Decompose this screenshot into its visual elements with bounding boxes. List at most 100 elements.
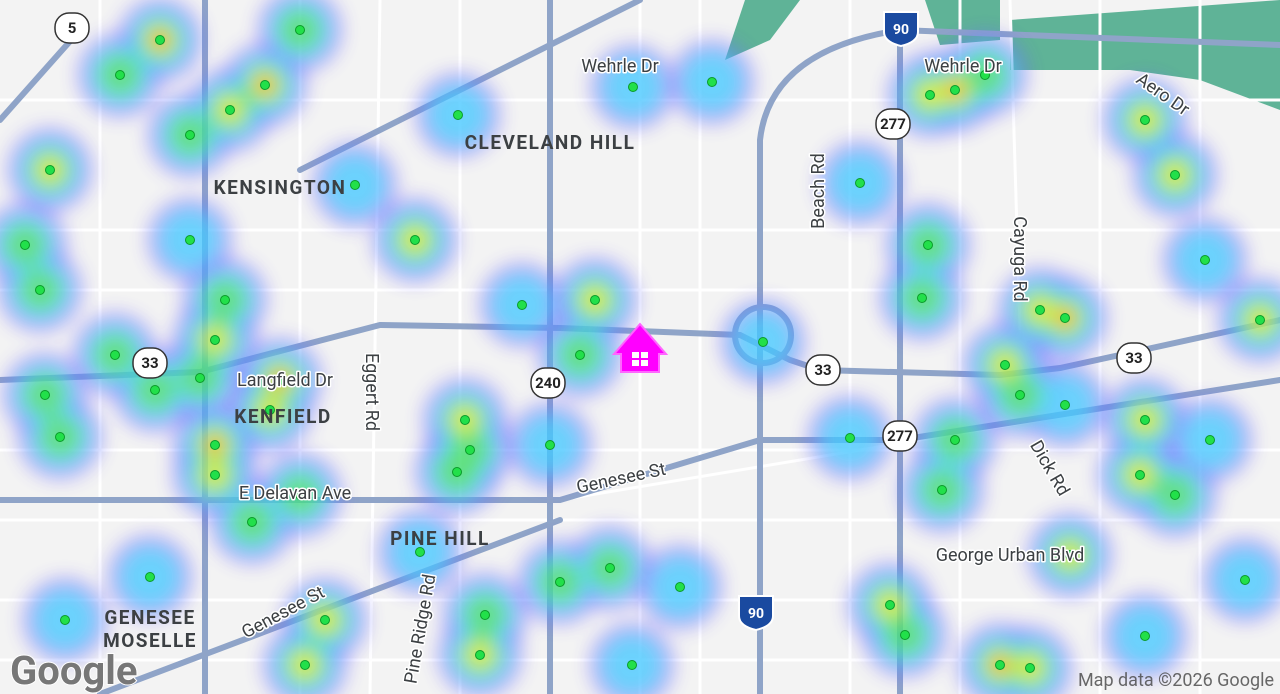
heat-point	[545, 440, 555, 450]
interstate-shield	[738, 595, 774, 632]
shield-label: 277	[880, 115, 906, 133]
heat-point	[555, 577, 565, 587]
heat-point	[995, 660, 1005, 670]
area-label: PINE HILL	[390, 527, 490, 550]
heat-point	[1240, 575, 1250, 585]
state-shield	[54, 12, 90, 44]
heat-point	[900, 630, 910, 640]
heat-point	[605, 563, 615, 573]
heat-point	[145, 572, 155, 582]
heat-point	[480, 610, 490, 620]
heat-point	[1205, 435, 1215, 445]
road-label: Eggert Rd	[361, 353, 382, 431]
heat-point	[410, 235, 420, 245]
route-shields: 5 90 277 33 240 33 277 33 90	[54, 11, 1152, 632]
area-label: CLEVELAND HILL	[465, 131, 636, 154]
heat-point	[453, 110, 463, 120]
heat-point	[210, 470, 220, 480]
heat-point	[758, 337, 768, 347]
shield-label: 90	[893, 22, 909, 38]
road-label: Wehrle Dr	[924, 56, 1002, 77]
heat-point	[627, 660, 637, 670]
heat-point	[1170, 170, 1180, 180]
heat-point	[675, 582, 685, 592]
heat-point	[155, 35, 165, 45]
heat-point	[628, 82, 638, 92]
heat-point	[937, 485, 947, 495]
heat-point	[320, 615, 330, 625]
heat-point	[923, 240, 933, 250]
heat-point	[1000, 360, 1010, 370]
heat-point	[35, 285, 45, 295]
heat-point	[350, 180, 360, 190]
heat-point	[225, 105, 235, 115]
heat-point	[115, 70, 125, 80]
heat-point	[1255, 315, 1265, 325]
area-label: KENSINGTON	[214, 176, 347, 199]
heat-point	[295, 490, 305, 500]
heat-point	[1135, 470, 1145, 480]
shield-label: 33	[141, 354, 158, 372]
heat-point	[855, 178, 865, 188]
heat-point	[1140, 415, 1150, 425]
state-shield	[1116, 342, 1152, 374]
heat-point	[465, 445, 475, 455]
heat-point	[260, 80, 270, 90]
heat-point	[707, 77, 717, 87]
heat-point	[1140, 631, 1150, 641]
heat-point	[1200, 255, 1210, 265]
heat-point	[517, 300, 527, 310]
shield-label: 277	[887, 427, 913, 445]
heatmap-points	[20, 25, 1265, 673]
state-shield	[882, 420, 918, 452]
heat-point	[210, 335, 220, 345]
heat-point	[295, 25, 305, 35]
area-label: MOSELLE	[103, 629, 197, 652]
shield-label: 33	[1125, 349, 1142, 367]
heat-point	[460, 415, 470, 425]
heat-point	[950, 435, 960, 445]
heat-point	[185, 235, 195, 245]
heat-point	[1065, 550, 1075, 560]
heat-point	[300, 660, 310, 670]
heat-point	[590, 295, 600, 305]
shield-label: 33	[814, 361, 831, 379]
attribution[interactable]: Map data ©2026 Google	[1078, 670, 1274, 691]
heat-point	[195, 373, 205, 383]
shield-label: 90	[748, 606, 764, 622]
state-shield	[875, 108, 911, 140]
road-label: Cayuga Rd	[1009, 216, 1030, 301]
heat-point	[220, 295, 230, 305]
home-marker[interactable]	[611, 322, 669, 373]
shield-label: 240	[535, 374, 561, 392]
heat-point	[452, 467, 462, 477]
heat-point	[1035, 305, 1045, 315]
area-label: KENFIELD	[234, 405, 331, 428]
heat-point	[150, 385, 160, 395]
heat-point	[55, 432, 65, 442]
heat-point	[265, 405, 275, 415]
road-label: George Urban Blvd	[936, 545, 1085, 566]
state-shield	[132, 347, 168, 379]
heat-point	[415, 547, 425, 557]
road-label: Langfield Dr	[237, 370, 333, 391]
heat-point	[185, 130, 195, 140]
heat-point	[1025, 663, 1035, 673]
road-label: Wehrle Dr	[581, 56, 659, 77]
road-label: E Delavan Ave	[239, 483, 351, 504]
heat-point	[247, 517, 257, 527]
heat-point	[950, 85, 960, 95]
heat-point	[845, 433, 855, 443]
heat-point	[1060, 400, 1070, 410]
heat-point	[275, 375, 285, 385]
heat-point	[20, 240, 30, 250]
heat-point	[210, 440, 220, 450]
heat-point	[40, 390, 50, 400]
state-shield	[530, 367, 566, 399]
heat-point	[1140, 115, 1150, 125]
state-shield	[805, 354, 841, 386]
heat-point	[917, 293, 927, 303]
heat-point	[575, 350, 585, 360]
heat-point	[925, 90, 935, 100]
